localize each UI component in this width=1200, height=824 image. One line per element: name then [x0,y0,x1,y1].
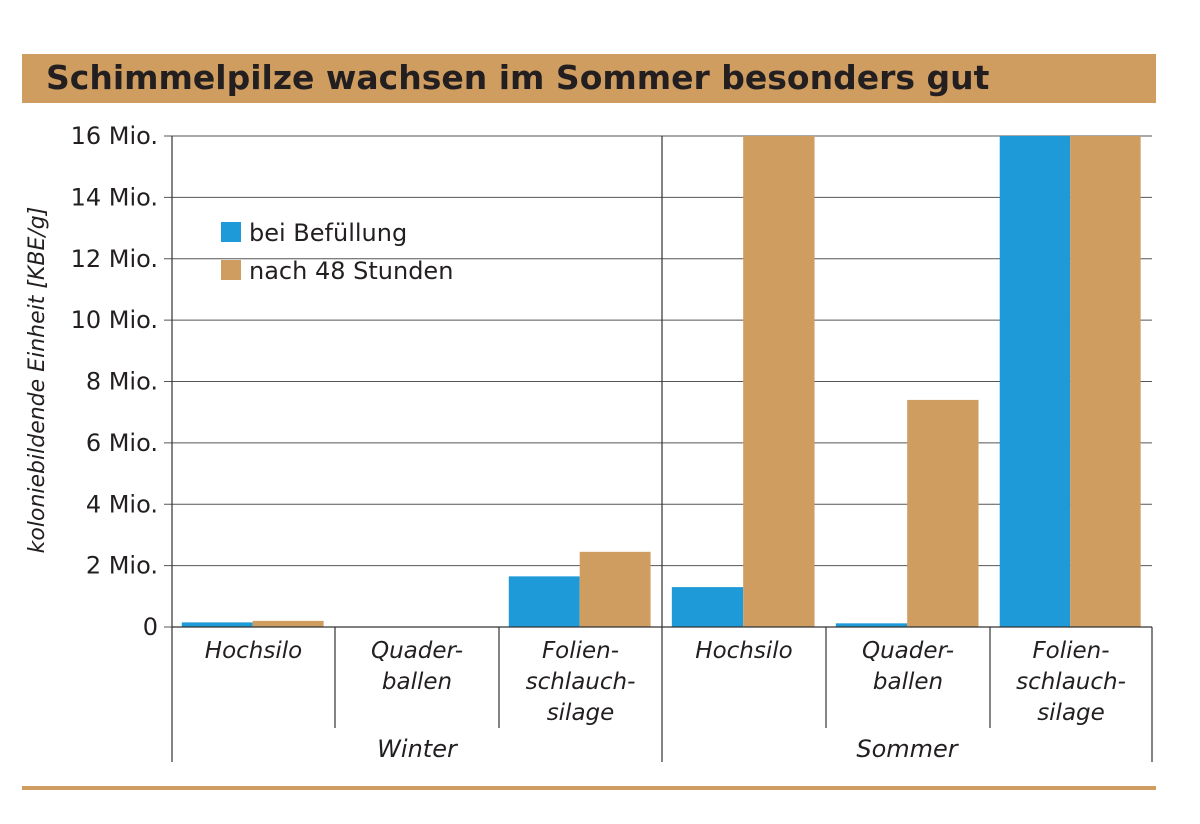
category-label: Quader-ballen [371,638,463,695]
category-label: Folien-schlauch-silage [1016,638,1126,726]
bottom-rule [22,786,1156,790]
y-tick-label: 2 Mio. [86,552,158,580]
y-axis-label: koloniebildende Einheit [KBE/g] [25,207,50,554]
legend: bei Befüllung nach 48 Stunden [221,219,453,285]
category-label: Quader-ballen [862,638,954,695]
bar-befuellung [181,622,253,627]
category-label: Folien-schlauch-silage [526,638,636,726]
season-label: Winter [377,735,459,763]
bar-befuellung [999,136,1071,627]
legend-label: bei Befüllung [249,219,407,247]
bar-nach-48h [1070,136,1141,627]
legend-swatch [221,260,241,280]
bar-nach-48h [579,551,651,627]
bar-befuellung [671,587,744,627]
category-labels: Hochsilo Quader-ballen Folien-schlauch-sil… [205,638,1126,726]
y-tick-label: 0 [143,613,158,641]
y-tick-label: 4 Mio. [86,490,158,518]
legend-swatch [221,222,241,242]
y-tick-label: 12 Mio. [71,245,158,273]
bars [181,136,1141,627]
category-label: Hochsilo [205,638,302,664]
bar-nach-48h [907,399,979,627]
y-tick-label: 10 Mio. [71,306,158,334]
bar-befuellung [508,576,580,627]
season-labels: Winter Sommer [377,735,960,763]
bar-nach-48h [252,620,324,627]
y-tick-label: 8 Mio. [86,368,158,396]
axes [171,136,1153,762]
category-label: Hochsilo [695,638,792,664]
y-tick-label: 6 Mio. [86,429,158,457]
y-tick-labels: 0 2 Mio. 4 Mio. 6 Mio. 8 Mio. 10 Mio. 12 Mio. 1… [71,122,158,641]
legend-label: nach 48 Stunden [249,257,453,285]
y-tick-label: 14 Mio. [71,183,158,211]
season-label: Sommer [856,735,959,763]
y-tick-label: 16 Mio. [71,122,158,150]
bar-nach-48h [743,136,815,627]
title-bar: Schimmelpilze wachsen im Sommer besonder… [22,54,1156,103]
chart-title: Schimmelpilze wachsen im Sommer besonder… [46,58,990,97]
bar-befuellung [835,623,908,627]
